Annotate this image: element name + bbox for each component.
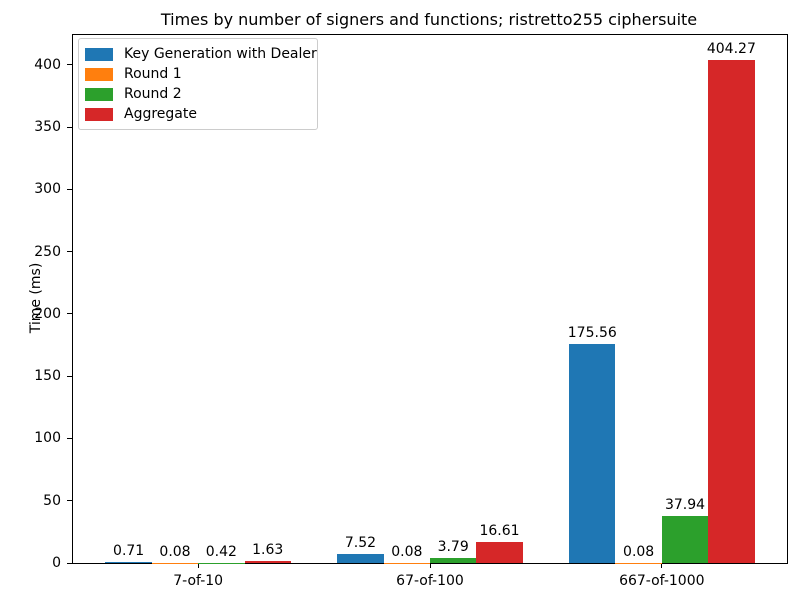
legend-label: Key Generation with Dealer [124,46,317,62]
legend-item: Aggregate [85,104,309,124]
bar-value-label: 3.79 [437,539,469,556]
y-tick-mark [67,562,72,564]
legend-item: Key Generation with Dealer [85,44,317,64]
bar [476,542,523,563]
chart-title: Times by number of signers and functions… [160,10,698,29]
legend-color-patch [85,47,113,61]
x-tick-mark [429,563,431,568]
y-tick-mark [67,500,72,502]
bar [105,562,152,563]
y-tick-label: 400 [34,56,61,73]
legend-label: Round 2 [124,86,182,102]
legend-label: Aggregate [124,106,197,122]
legend-label: Round 1 [124,66,182,82]
legend-color-patch [85,67,113,81]
y-tick-label: 100 [34,430,61,447]
y-tick-label: 350 [34,119,61,136]
bar-value-label: 37.94 [664,496,706,513]
y-tick-label: 250 [34,243,61,260]
y-tick-mark [67,126,72,128]
y-tick-label: 300 [34,181,61,198]
bar [430,558,477,563]
bar-value-label: 175.56 [567,325,617,342]
legend-color-patch [85,87,113,101]
x-tick-mark [197,563,199,568]
legend-item: Round 1 [85,64,309,84]
y-tick-mark [67,251,72,253]
y-tick-mark [67,64,72,66]
y-tick-mark [67,437,72,439]
x-tick-label: 667-of-1000 [619,573,705,589]
y-tick-mark [67,188,72,190]
y-tick-mark [67,375,72,377]
legend: Key Generation with Dealer Round 1 Round 2… [78,38,318,130]
legend-item: Round 2 [85,84,309,104]
x-tick-mark [661,563,663,568]
legend-color-patch [85,107,113,121]
bar [198,562,245,563]
bar-value-label: 0.42 [205,543,237,560]
y-tick-label: 0 [52,555,61,571]
bar [244,561,291,563]
x-tick-label: 7-of-10 [173,573,224,589]
bar-value-label: 7.52 [344,534,377,551]
bar [708,59,755,563]
y-tick-label: 200 [34,305,61,322]
bar-value-label: 1.63 [252,542,284,558]
y-tick-mark [67,313,72,315]
y-tick-label: 150 [34,368,61,385]
bar [337,553,384,563]
bar-value-label: 16.61 [479,523,520,540]
bar-value-label: 0.08 [159,543,191,560]
y-tick-label: 50 [43,492,61,509]
bar-value-label: 0.08 [623,543,655,560]
bar-value-label: 0.08 [391,543,423,560]
bar [569,344,616,563]
bar-value-label: 0.71 [113,543,145,560]
x-tick-label: 67-of-100 [396,573,464,589]
bar-value-label: 404.27 [706,40,756,57]
bar [661,515,709,563]
